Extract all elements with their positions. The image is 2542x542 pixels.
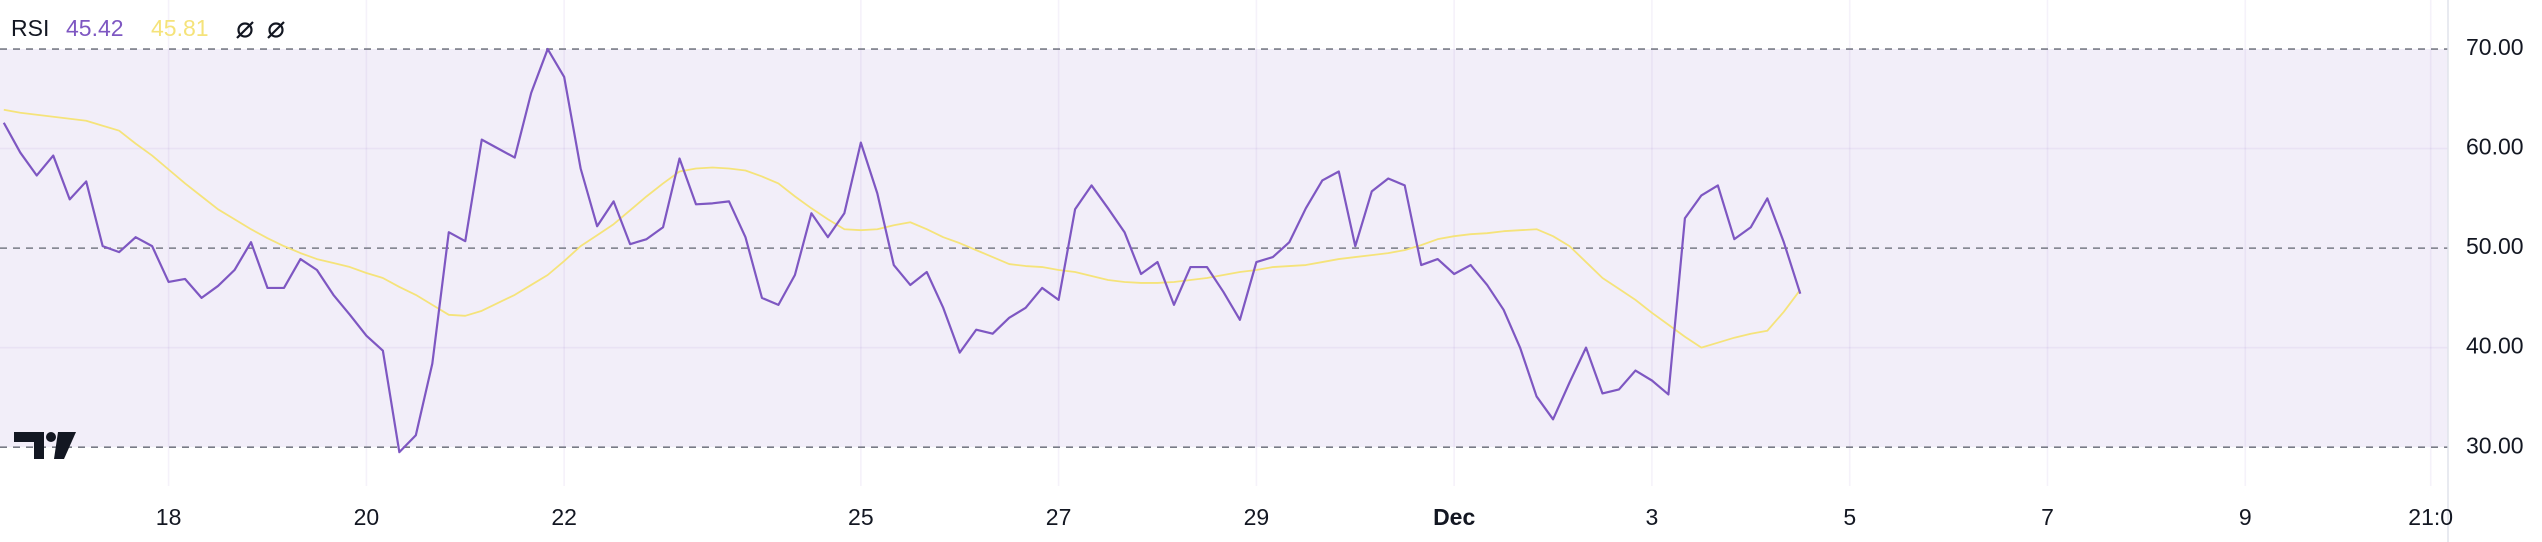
grid — [0, 0, 2449, 542]
x-tick-label: 22 — [551, 504, 577, 530]
y-tick-label: 60.00 — [2466, 134, 2524, 160]
x-tick-label: 21:0 — [2408, 504, 2453, 530]
hidden-input-icon[interactable] — [267, 21, 285, 39]
x-tick-label: Dec — [1433, 504, 1475, 530]
x-tick-label: 7 — [2041, 504, 2054, 530]
y-tick-label: 40.00 — [2466, 333, 2524, 359]
rsi-value: 45.42 — [66, 15, 124, 41]
series-layer — [2, 47, 1802, 454]
rsi-ma-value: 45.81 — [151, 15, 209, 41]
rsi-line — [2, 47, 1802, 454]
x-tick-label: 3 — [1646, 504, 1659, 530]
y-tick-label: 50.00 — [2466, 233, 2524, 259]
y-tick-label: 30.00 — [2466, 432, 2524, 458]
x-tick-label: 27 — [1046, 504, 1072, 530]
x-tick-label: 5 — [1843, 504, 1856, 530]
indicator-title[interactable]: RSI — [11, 15, 49, 41]
labels: 18 20 22 25 27 29 Dec 3 5 7 9 21:0 30.00 40.00 50.00 60… — [156, 34, 2524, 530]
x-tick-label: 9 — [2239, 504, 2252, 530]
y-tick-label: 70.00 — [2466, 34, 2524, 60]
hidden-input-icon[interactable] — [236, 21, 254, 39]
x-tick-label: 25 — [848, 504, 874, 530]
x-tick-label: 20 — [354, 504, 380, 530]
tradingview-logo[interactable] — [14, 432, 76, 459]
rsi-ma-line — [3, 108, 1802, 349]
x-tick-label: 18 — [156, 504, 182, 530]
x-tick-label: 29 — [1244, 504, 1270, 530]
